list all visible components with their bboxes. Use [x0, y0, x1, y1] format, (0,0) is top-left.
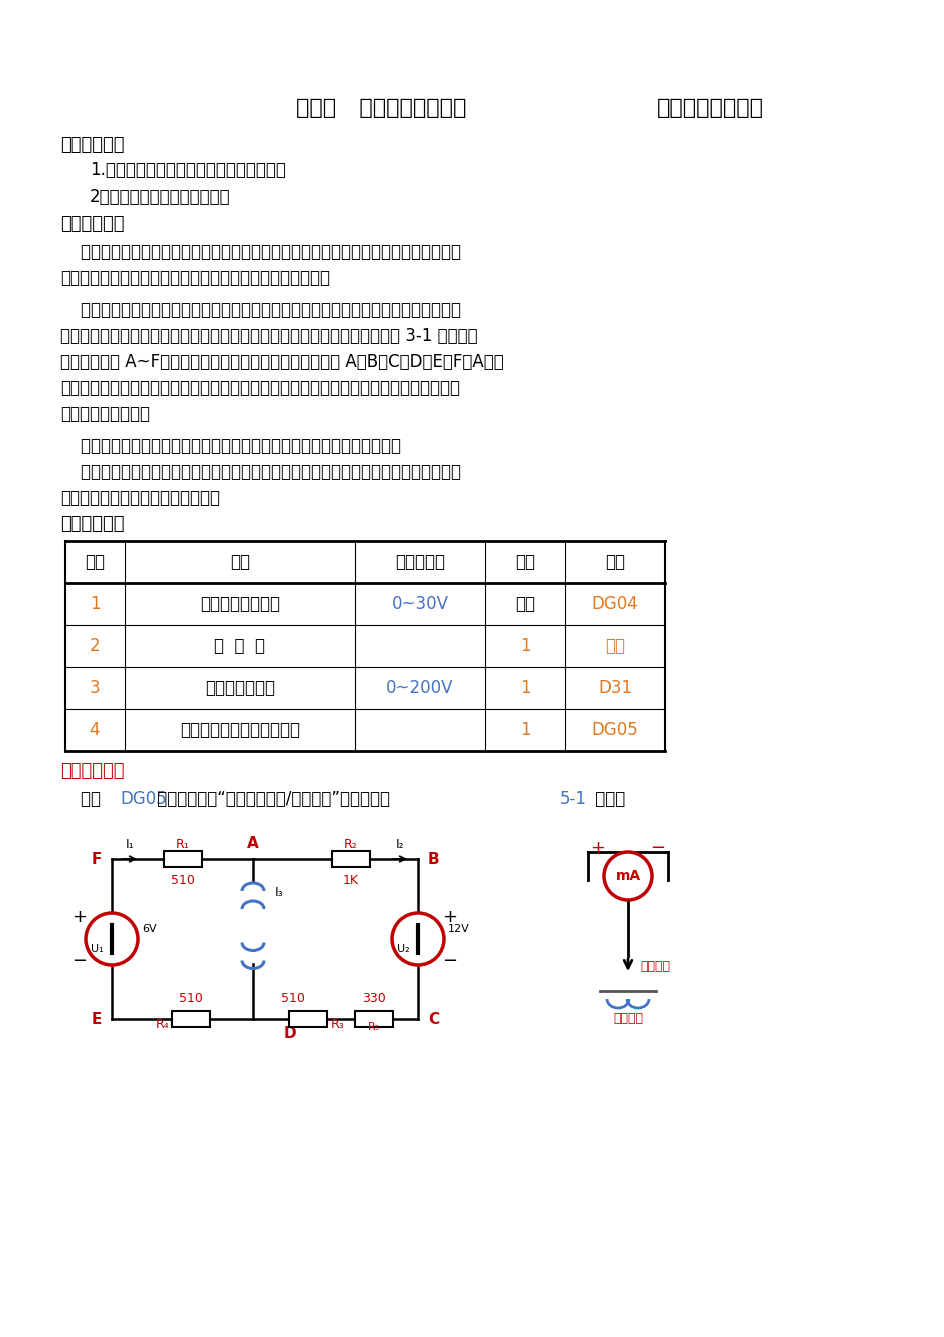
- Text: 其各点电位变化的规律却是一样的。: 其各点电位变化的规律却是一样的。: [59, 489, 220, 507]
- Text: 根据测得的各点电位値，在各点所在的垂直线上描点。用直线依次连接相邻两个电位点，即: 根据测得的各点电位値，在各点所在的垂直线上描点。用直线依次连接相邻两个电位点，即: [59, 378, 460, 397]
- Text: DG04: DG04: [591, 595, 638, 612]
- Text: 接线。: 接线。: [589, 790, 625, 808]
- Text: 1K: 1K: [342, 874, 358, 888]
- Text: F: F: [92, 852, 102, 866]
- Text: R₃: R₃: [330, 1017, 345, 1031]
- Text: 二、原理说明: 二、原理说明: [59, 215, 125, 233]
- Text: +: +: [590, 840, 605, 857]
- Text: 1: 1: [90, 595, 100, 612]
- Text: 一、实验目的: 一、实验目的: [59, 136, 125, 154]
- Text: R₄: R₄: [156, 1017, 170, 1031]
- Text: U₂: U₂: [397, 944, 410, 955]
- Text: 实验挂筱上的“基尔霍夫定律/叠加原理”线路，按图: 实验挂筱上的“基尔霍夫定律/叠加原理”线路，按图: [152, 790, 395, 808]
- Text: C: C: [428, 1012, 439, 1027]
- Text: 备注: 备注: [604, 554, 624, 571]
- Text: 2．掌握电路电位图的绘制方法: 2．掌握电路电位图的绘制方法: [90, 189, 230, 206]
- Bar: [163, 850, 201, 866]
- Text: −: −: [73, 952, 88, 971]
- Text: 5-1: 5-1: [560, 790, 586, 808]
- Text: 直流数字电压表: 直流数字电压表: [205, 679, 275, 697]
- Text: 330: 330: [362, 992, 385, 1005]
- Circle shape: [603, 852, 651, 900]
- Text: 二路: 二路: [514, 595, 534, 612]
- Text: 型号与规格: 型号与规格: [395, 554, 445, 571]
- Bar: [289, 1011, 327, 1027]
- Text: E: E: [92, 1012, 102, 1027]
- Text: −: −: [649, 840, 665, 857]
- Text: 实验二   电位、电压的测定: 实验二 电位、电压的测定: [295, 98, 466, 118]
- Text: mA: mA: [615, 869, 640, 882]
- Text: 电位差（即电压）则是绝对的，它不因参考点的变动而改变。: 电位差（即电压）则是绝对的，它不因参考点的变动而改变。: [59, 269, 329, 287]
- Text: DG05: DG05: [120, 790, 166, 808]
- Text: D: D: [283, 1025, 296, 1040]
- Text: I₂: I₂: [396, 838, 404, 852]
- Text: 自备: 自备: [604, 636, 624, 655]
- Text: D31: D31: [598, 679, 632, 697]
- Text: 在一个闭合电路中，各点电位的高低视所选的电位参考点的不同而变，但任意两点间的: 在一个闭合电路中，各点电位的高低视所选的电位参考点的不同而变，但任意两点间的: [59, 243, 461, 261]
- Text: 4: 4: [90, 721, 100, 739]
- Text: 1: 1: [519, 636, 530, 655]
- Text: 12V: 12V: [447, 924, 469, 935]
- Text: U₁: U₁: [92, 944, 104, 955]
- Text: +: +: [442, 908, 457, 927]
- Circle shape: [86, 913, 138, 965]
- Text: R₂: R₂: [344, 837, 357, 850]
- Text: 三、实验设备: 三、实验设备: [59, 515, 125, 533]
- Text: 序号: 序号: [85, 554, 105, 571]
- Text: 510: 510: [280, 992, 305, 1005]
- Text: 在电路中电位参考点可任意选定。对于不同的参考点，所绘出的电位图形是不同的，但: 在电路中电位参考点可任意选定。对于不同的参考点，所绘出的电位图形是不同的，但: [59, 463, 461, 481]
- Text: 点。要制作某一电路的电位图，先以一定的顺序对电路中各被测点编号。以图 3-1 的电路为: 点。要制作某一电路的电位图，先以一定的顺序对电路中各被测点编号。以图 3-1 的…: [59, 328, 477, 345]
- Text: 0~200V: 0~200V: [386, 679, 453, 697]
- Text: 四、实验内容: 四、实验内容: [59, 762, 125, 779]
- Bar: [172, 1011, 210, 1027]
- Text: 在电位图中，任意两个被测点的纵坐标値之差即为该两点之间的电压値。: 在电位图中，任意两个被测点的纵坐标値之差即为该两点之间的电压値。: [59, 437, 400, 455]
- Text: 0~30V: 0~30V: [391, 595, 448, 612]
- Text: A: A: [247, 836, 259, 850]
- Text: R₁: R₁: [176, 837, 189, 850]
- Text: 得该电路的电位图。: 得该电路的电位图。: [59, 405, 150, 422]
- Text: 电路电位图的绘制: 电路电位图的绘制: [656, 98, 763, 118]
- Text: 6V: 6V: [142, 924, 157, 935]
- Text: DG05: DG05: [591, 721, 638, 739]
- Text: 万  用  表: 万 用 表: [214, 636, 265, 655]
- Bar: [331, 850, 369, 866]
- Text: 直流可调稳压电源: 直流可调稳压电源: [200, 595, 279, 612]
- Text: 利用: 利用: [59, 790, 106, 808]
- Text: I₁: I₁: [126, 838, 134, 852]
- Text: 例，如图中的 A~F，并在坐标横轴上按顺序、均匀间隔标上 A、B、C、D、E、F、A。再: 例，如图中的 A~F，并在坐标横轴上按顺序、均匀间隔标上 A、B、C、D、E、F…: [59, 353, 503, 370]
- Text: 电流插座: 电流插座: [613, 1012, 642, 1025]
- Text: 数量: 数量: [514, 554, 534, 571]
- Text: 电位、电压测定实验电路板: 电位、电压测定实验电路板: [179, 721, 299, 739]
- Text: 2: 2: [90, 636, 100, 655]
- Text: 名称: 名称: [229, 554, 250, 571]
- Bar: [355, 1011, 393, 1027]
- Text: 3: 3: [90, 679, 100, 697]
- Text: 电源插头: 电源插头: [639, 960, 669, 972]
- Text: 510: 510: [178, 992, 203, 1005]
- Text: 1: 1: [519, 679, 530, 697]
- Text: I₃: I₃: [275, 886, 283, 900]
- Text: 510: 510: [170, 874, 194, 888]
- Text: +: +: [73, 908, 88, 927]
- Text: −: −: [442, 952, 457, 971]
- Text: 1.验证电路中电位的相对性、电压的绝对性: 1.验证电路中电位的相对性、电压的绝对性: [90, 160, 286, 179]
- Text: R₅: R₅: [367, 1021, 379, 1032]
- Text: 电位图是一种平面坐标一、四两象限内的折线图。其纵坐标为电位値，横坐标为各被测: 电位图是一种平面坐标一、四两象限内的折线图。其纵坐标为电位値，横坐标为各被测: [59, 301, 461, 320]
- Text: 1: 1: [519, 721, 530, 739]
- Text: B: B: [428, 852, 439, 866]
- Circle shape: [392, 913, 444, 965]
